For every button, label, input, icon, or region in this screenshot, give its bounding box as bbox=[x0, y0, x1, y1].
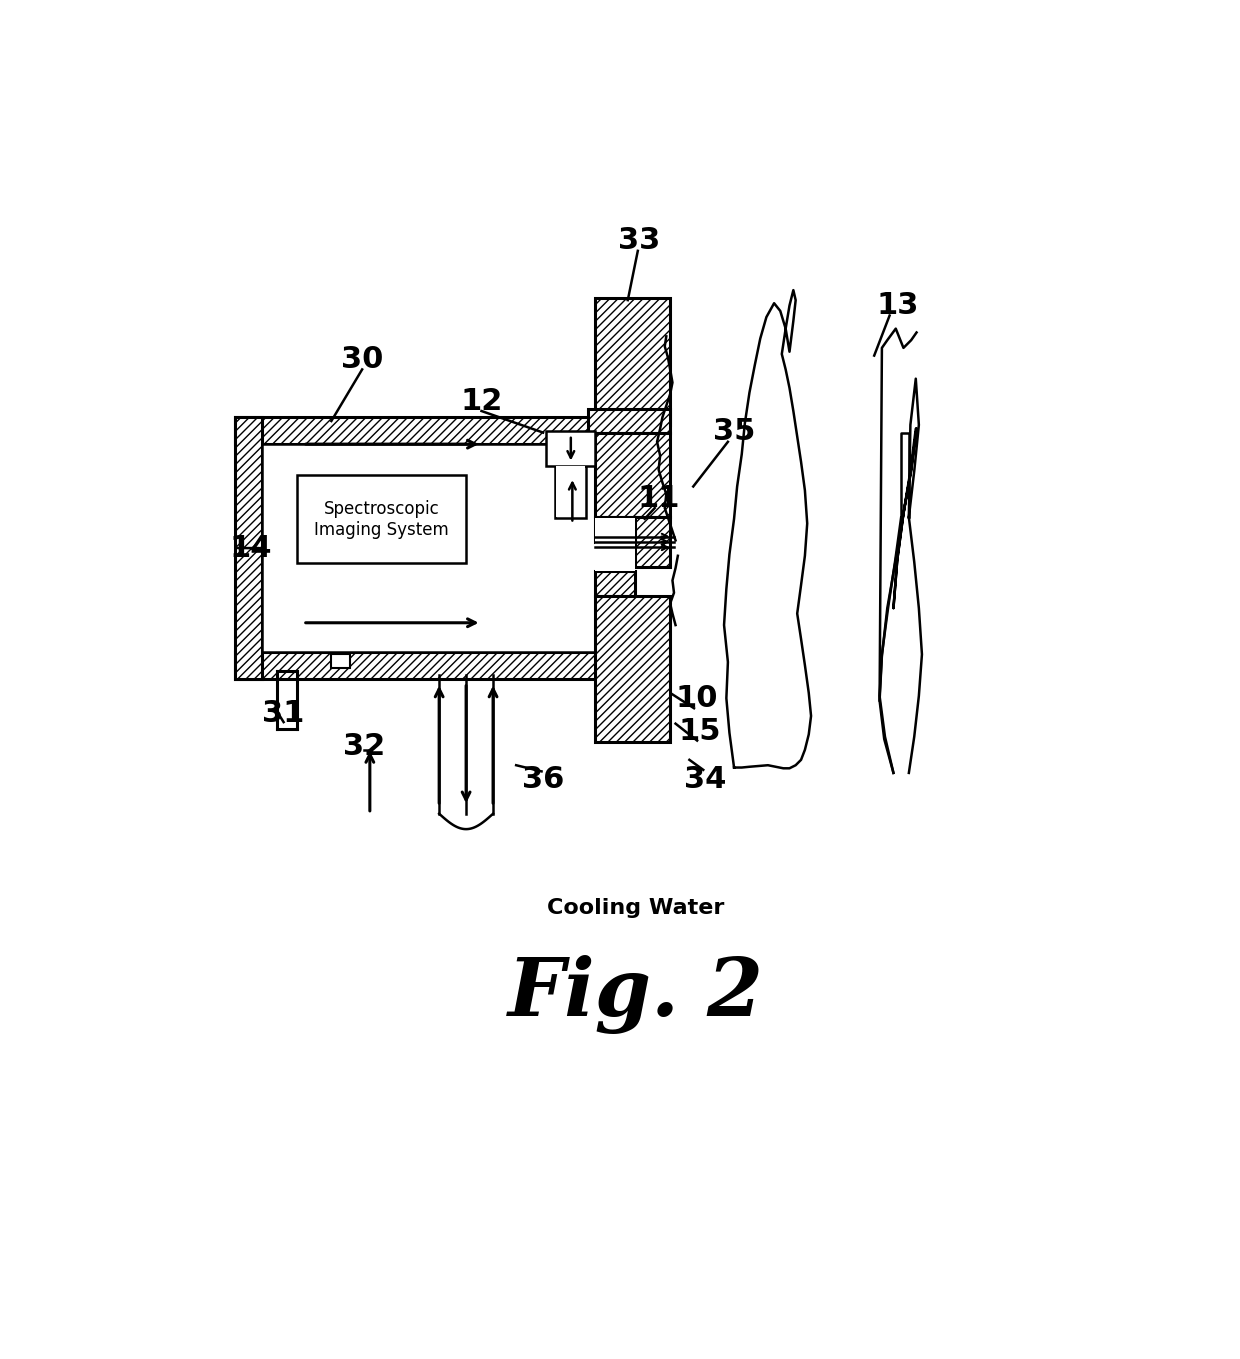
Bar bbox=[595, 518, 635, 571]
Bar bbox=[595, 432, 670, 518]
Text: 14: 14 bbox=[229, 534, 272, 563]
Text: 30: 30 bbox=[341, 345, 383, 374]
Bar bbox=[262, 444, 605, 652]
Bar bbox=[588, 409, 670, 432]
Text: 12: 12 bbox=[460, 387, 502, 416]
Text: 35: 35 bbox=[713, 417, 755, 446]
Bar bbox=[595, 595, 670, 742]
Text: 33: 33 bbox=[619, 226, 661, 254]
Text: 13: 13 bbox=[877, 291, 919, 319]
Text: 36: 36 bbox=[522, 765, 564, 794]
Bar bbox=[236, 417, 262, 680]
Bar bbox=[236, 652, 605, 680]
Bar bbox=[262, 444, 605, 652]
Text: 11: 11 bbox=[637, 484, 680, 512]
Bar bbox=[236, 417, 605, 444]
Text: Cooling Water: Cooling Water bbox=[547, 898, 724, 919]
Bar bbox=[331, 654, 350, 669]
Bar bbox=[595, 518, 635, 542]
Bar bbox=[595, 298, 670, 425]
Bar bbox=[557, 466, 585, 518]
Bar bbox=[595, 571, 635, 595]
Bar bbox=[635, 518, 670, 567]
Bar bbox=[556, 466, 587, 518]
Text: Fig. 2: Fig. 2 bbox=[507, 955, 764, 1034]
Text: 34: 34 bbox=[683, 765, 725, 794]
Bar bbox=[296, 474, 466, 564]
Text: 31: 31 bbox=[262, 699, 304, 728]
Bar bbox=[546, 431, 595, 466]
Text: 32: 32 bbox=[343, 733, 386, 761]
Text: 10: 10 bbox=[676, 684, 718, 712]
Text: 15: 15 bbox=[678, 716, 720, 746]
Text: Spectroscopic
Imaging System: Spectroscopic Imaging System bbox=[314, 500, 449, 538]
